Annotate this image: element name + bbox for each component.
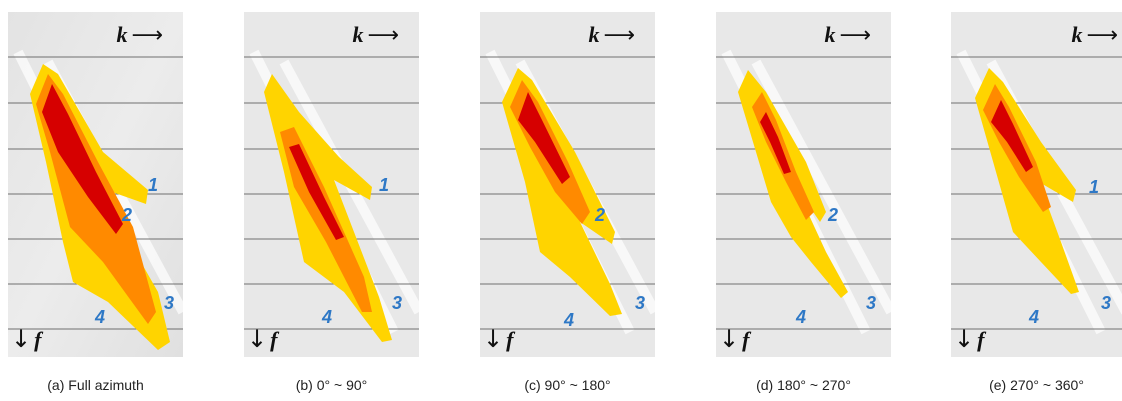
event-label-2: 2 [122, 205, 133, 225]
event-label-4: 4 [796, 307, 807, 327]
caption-0-90: (b) 0° ~ 90° [295, 377, 368, 393]
event-label-3: 3 [866, 293, 877, 313]
f-axis-label: ↓ f [719, 325, 749, 353]
event-label-4: 4 [95, 307, 106, 327]
event-label-1: 1 [1089, 177, 1100, 197]
panel-180-270: k ⟶ ↓ f 2 3 4 [716, 12, 891, 357]
k-axis-label: k ⟶ [116, 22, 163, 48]
down-arrow-icon: ↓ [954, 325, 975, 353]
caption-90-180: (c) 90° ~ 180° [524, 377, 611, 393]
event-label-4: 4 [564, 310, 575, 330]
down-arrow-icon: ↓ [719, 325, 740, 353]
k-label-text: k [116, 22, 128, 47]
right-arrow-icon: ⟶ [367, 23, 399, 48]
event-label-2: 2 [828, 205, 839, 225]
event-label-1: 1 [379, 175, 390, 195]
energy-bands [738, 70, 848, 298]
caption-180-270: (d) 180° ~ 270° [756, 377, 851, 393]
f-axis-label: ↓ f [247, 325, 277, 353]
event-label-3: 3 [164, 293, 175, 313]
fk-spectrum-plot [716, 12, 891, 357]
panel-270-360: k ⟶ ↓ f 1 3 4 [951, 12, 1122, 357]
k-axis-label: k ⟶ [352, 22, 399, 48]
energy-bands [502, 68, 622, 316]
panel-0-90: k ⟶ ↓ f 1 3 4 [244, 12, 419, 357]
right-arrow-icon: ⟶ [839, 23, 871, 48]
event-label-4: 4 [322, 307, 333, 327]
right-arrow-icon: ⟶ [1086, 23, 1118, 48]
right-arrow-icon: ⟶ [131, 23, 163, 48]
k-label-text: k [352, 22, 364, 47]
f-label-text: f [270, 327, 278, 352]
panel-90-180: k ⟶ ↓ f 2 3 4 [480, 12, 655, 357]
event-label-3: 3 [392, 293, 403, 313]
k-label-text: k [588, 22, 600, 47]
down-arrow-icon: ↓ [247, 325, 268, 353]
panel-full-azimuth: k ⟶ ↓ f 1 2 3 4 [8, 12, 183, 357]
event-label-1: 1 [148, 175, 159, 195]
event-label-3: 3 [1101, 293, 1112, 313]
caption-270-360: (e) 270° ~ 360° [989, 377, 1084, 393]
energy-bands [975, 68, 1079, 294]
fk-spectrum-plot [8, 12, 183, 357]
fk-spectrum-plot [951, 12, 1122, 357]
k-label-text: k [1071, 22, 1083, 47]
event-label-3: 3 [635, 293, 646, 313]
down-arrow-icon: ↓ [11, 325, 32, 353]
f-axis-label: ↓ f [483, 325, 513, 353]
right-arrow-icon: ⟶ [603, 23, 635, 48]
energy-bands [30, 64, 170, 350]
k-axis-label: k ⟶ [588, 22, 635, 48]
fk-spectrum-plot [244, 12, 419, 357]
f-axis-label: ↓ f [11, 325, 41, 353]
k-axis-label: k ⟶ [1071, 22, 1118, 48]
f-axis-label: ↓ f [954, 325, 984, 353]
k-label-text: k [824, 22, 836, 47]
event-label-4: 4 [1029, 307, 1040, 327]
k-axis-label: k ⟶ [824, 22, 871, 48]
event-label-2: 2 [595, 205, 606, 225]
f-label-text: f [34, 327, 42, 352]
f-label-text: f [506, 327, 514, 352]
energy-bands [264, 74, 392, 342]
caption-full-azimuth: (a) Full azimuth [47, 377, 144, 393]
down-arrow-icon: ↓ [483, 325, 504, 353]
f-label-text: f [742, 327, 750, 352]
f-label-text: f [977, 327, 985, 352]
fk-spectrum-plot [480, 12, 655, 357]
